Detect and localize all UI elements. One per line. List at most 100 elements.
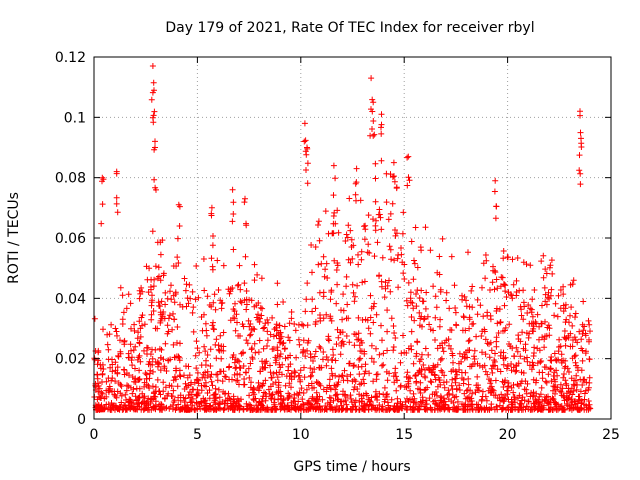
data-point: [465, 375, 472, 382]
data-point: [453, 385, 460, 392]
data-point: [524, 354, 530, 361]
data-point: [326, 337, 332, 344]
data-point: [314, 394, 321, 400]
data-point: [113, 170, 120, 177]
data-point: [330, 192, 337, 199]
data-point: [392, 365, 399, 372]
data-point: [362, 361, 369, 368]
data-point: [376, 351, 383, 358]
data-point: [148, 96, 155, 103]
data-point: [513, 289, 520, 295]
data-point: [384, 307, 391, 314]
data-point: [513, 363, 520, 370]
data-point: [305, 382, 312, 389]
data-point: [284, 402, 291, 409]
data-point: [288, 376, 295, 383]
data-point: [250, 396, 257, 403]
data-point: [345, 256, 352, 263]
data-point: [151, 176, 158, 183]
data-point: [334, 381, 341, 388]
data-point: [372, 404, 379, 411]
data-point: [410, 360, 417, 367]
data-point: [153, 186, 159, 193]
y-tick-label: 0.12: [55, 50, 86, 66]
data-point: [147, 351, 154, 358]
data-point: [571, 377, 578, 384]
data-point: [398, 350, 405, 357]
data-point: [557, 381, 564, 388]
data-point: [312, 348, 319, 355]
data-point: [490, 392, 497, 399]
data-point: [404, 154, 411, 161]
data-point: [105, 375, 112, 382]
data-point: [333, 403, 340, 410]
data-point: [173, 404, 179, 411]
data-point: [353, 406, 360, 413]
data-point: [562, 377, 569, 384]
data-point: [371, 253, 378, 260]
data-point: [248, 405, 255, 412]
data-point: [572, 310, 579, 317]
data-point: [458, 358, 465, 365]
data-point: [174, 235, 181, 242]
data-point: [492, 215, 499, 222]
data-point: [530, 353, 537, 359]
data-point: [150, 79, 157, 86]
data-point: [466, 325, 473, 332]
data-point: [334, 396, 341, 402]
data-point: [518, 312, 525, 319]
data-point: [174, 254, 181, 261]
data-point: [154, 325, 161, 332]
data-point: [231, 371, 238, 378]
data-point: [521, 355, 528, 362]
data-point: [338, 373, 345, 380]
data-point: [398, 245, 404, 251]
data-point: [350, 363, 357, 369]
data-point: [576, 328, 583, 335]
data-point: [421, 403, 428, 410]
data-point: [479, 349, 485, 356]
data-point: [541, 344, 548, 351]
data-point: [491, 286, 498, 293]
data-point: [128, 347, 134, 354]
data-point: [222, 397, 229, 404]
data-point: [322, 208, 329, 215]
data-point: [204, 372, 211, 379]
data-point: [449, 350, 456, 357]
data-point: [303, 167, 309, 173]
data-point: [220, 329, 227, 336]
data-point: [419, 298, 426, 305]
data-point: [403, 384, 410, 391]
data-point: [207, 374, 214, 381]
data-point: [323, 354, 330, 360]
data-point: [393, 387, 400, 394]
data-point: [339, 316, 346, 323]
data-point: [242, 369, 249, 376]
data-point: [386, 406, 393, 412]
data-point: [113, 328, 120, 335]
data-point: [573, 386, 580, 393]
data-point: [369, 96, 376, 103]
data-point: [357, 355, 364, 362]
data-point: [169, 326, 176, 333]
data-point: [438, 355, 445, 362]
data-point: [361, 223, 367, 230]
data-point: [414, 264, 421, 271]
data-point: [270, 345, 277, 352]
data-point: [580, 377, 587, 384]
data-point: [99, 361, 106, 368]
data-point: [413, 303, 420, 310]
data-point: [436, 323, 443, 330]
data-point: [393, 185, 400, 192]
data-point: [225, 364, 232, 371]
data-point: [96, 385, 103, 392]
data-point: [271, 326, 278, 333]
data-point: [225, 406, 232, 413]
data-point: [123, 305, 130, 312]
data-point: [259, 364, 266, 370]
data-point: [340, 341, 347, 348]
data-point: [172, 354, 178, 361]
data-point: [156, 406, 163, 413]
data-point: [436, 253, 443, 260]
data-point: [369, 108, 376, 115]
